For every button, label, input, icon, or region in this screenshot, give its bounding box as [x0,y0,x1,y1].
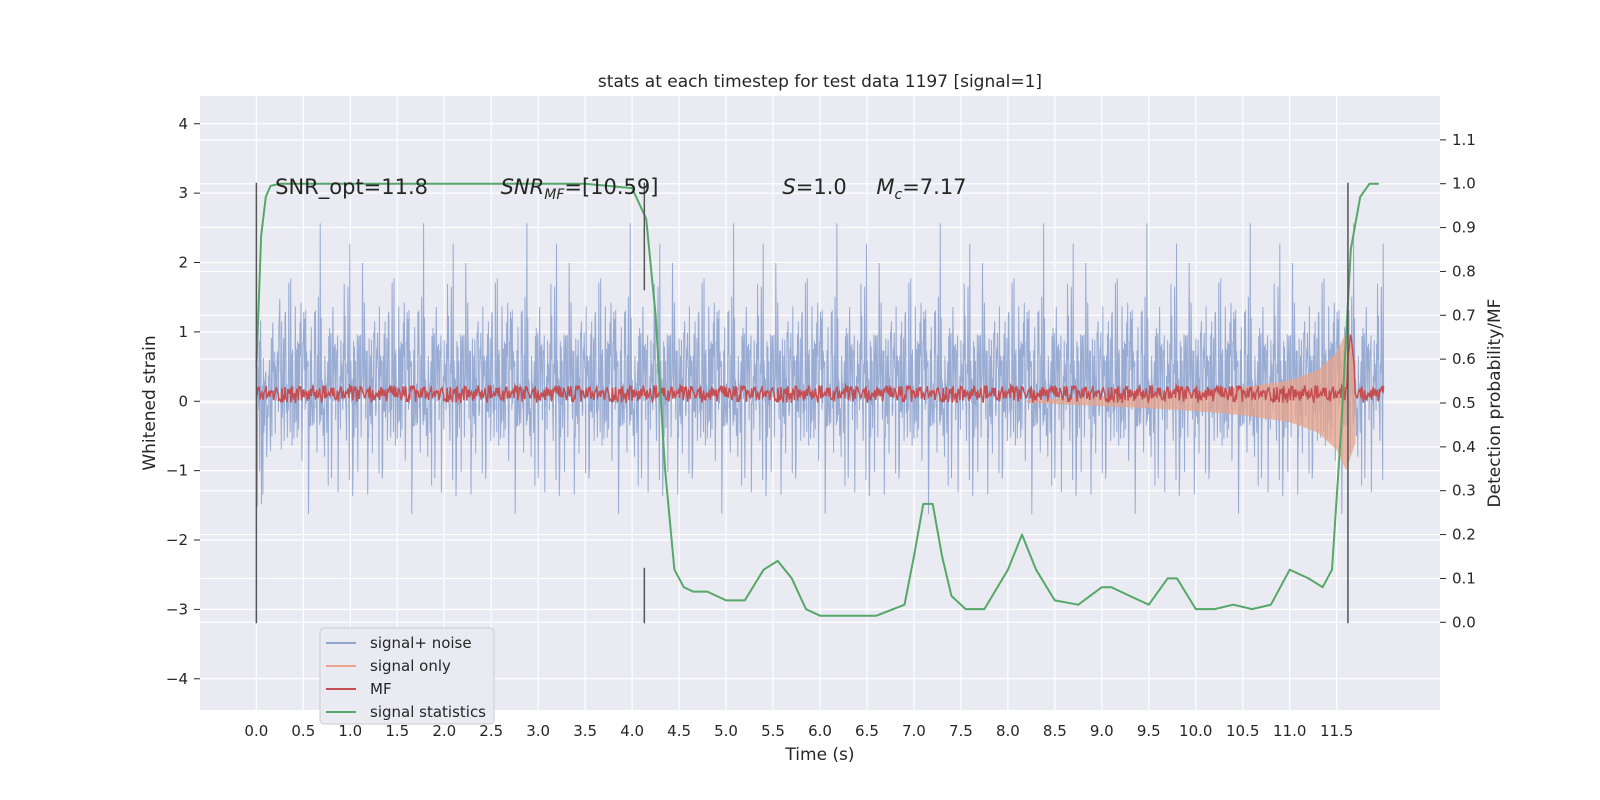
annotation: SNRMF=[10.59] [501,175,659,203]
x-tick-label: 11.5 [1320,722,1353,740]
legend-label: MF [370,680,392,698]
x-tick-label: 7.0 [902,722,926,740]
x-tick-label: 1.0 [338,722,362,740]
signal-noise-series [255,223,1385,514]
y-left-tick-label: 3 [178,184,188,202]
annotation: S=1.0 [782,175,846,199]
y-right-tick-label: 0.2 [1452,526,1476,544]
y-right-tick-label: 0.1 [1452,569,1476,587]
x-tick-label: 6.0 [808,722,832,740]
x-tick-label: 0.0 [244,722,268,740]
x-tick-label: 2.5 [479,722,503,740]
x-tick-label: 8.0 [996,722,1020,740]
y-left-tick-label: −1 [166,462,188,480]
mf-line [255,334,1385,404]
chart-title: stats at each timestep for test data 119… [598,72,1042,92]
x-tick-label: 10.0 [1179,722,1212,740]
y-left-axis-ticks: −4 −3 −2 −1 0 1 2 3 4 [166,115,200,688]
y-left-tick-label: −2 [166,531,188,549]
x-tick-label: 5.0 [714,722,738,740]
signal-noise-line [255,223,1385,514]
y-right-tick-label: 0.3 [1452,482,1476,500]
x-tick-label: 9.5 [1137,722,1161,740]
annotations: SNR_opt=11.8 SNRMF=[10.59] S=1.0 Mc=7.17 [275,175,966,203]
legend-label: signal statistics [370,703,486,721]
y-right-tick-label: 0.9 [1452,219,1476,237]
y-right-tick-label: 0.7 [1452,306,1476,324]
signal-only-envelope [1026,331,1356,471]
y-right-tick-label: 1.0 [1452,175,1476,193]
y-right-tick-label: 0.5 [1452,394,1476,412]
signal-statistics-series [255,182,1379,617]
y-right-tick-label: 0.6 [1452,350,1476,368]
legend: signal+ noise signal only MF signal statist… [319,627,495,725]
x-axis-ticks: 0.0 0.5 1.0 1.5 2.0 2.5 3.0 3.5 4.0 4.5 5.0 5.5 6.0 6… [244,722,1353,740]
annotation: SNR_opt=11.8 [275,175,428,200]
x-tick-label: 10.5 [1226,722,1259,740]
x-tick-label: 7.5 [949,722,973,740]
x-tick-label: 0.5 [291,722,315,740]
legend-label: signal+ noise [370,634,472,652]
y-left-tick-label: 0 [178,392,188,410]
y-left-tick-label: 1 [178,323,188,341]
legend-label: signal only [370,657,451,675]
y-left-tick-label: 4 [178,115,188,133]
annotation: Mc=7.17 [876,175,966,203]
x-tick-label: 4.5 [667,722,691,740]
x-tick-label: 5.5 [761,722,785,740]
y-right-axis-ticks: 0.0 0.1 0.2 0.3 0.4 0.5 0.6 0.7 0.8 0.9 1.0 1.1 [1440,131,1476,631]
signal-statistics-line [255,182,1379,617]
x-tick-label: 1.5 [385,722,409,740]
y-right-tick-label: 0.8 [1452,262,1476,280]
y-right-tick-label: 1.1 [1452,131,1476,149]
x-tick-label: 11.0 [1273,722,1306,740]
x-axis-label: Time (s) [784,745,854,765]
y-left-tick-label: 2 [178,254,188,272]
x-tick-label: 6.5 [855,722,879,740]
legend-box [319,627,495,725]
y-right-tick-label: 0.0 [1452,613,1476,631]
x-tick-label: 4.0 [620,722,644,740]
y-right-tick-label: 0.4 [1452,438,1476,456]
signal-only-series [1026,331,1356,471]
y-left-tick-label: −4 [166,670,188,688]
y-right-axis-label: Detection probability/MF [1485,299,1505,508]
x-tick-label: 3.5 [573,722,597,740]
x-tick-label: 2.0 [432,722,456,740]
mf-series [255,334,1385,404]
x-tick-label: 3.0 [526,722,550,740]
y-left-axis-label: Whitened strain [140,335,160,470]
y-left-tick-label: −3 [166,600,188,618]
x-tick-label: 8.5 [1043,722,1067,740]
x-tick-label: 9.0 [1090,722,1114,740]
vertical-markers [255,182,1349,624]
